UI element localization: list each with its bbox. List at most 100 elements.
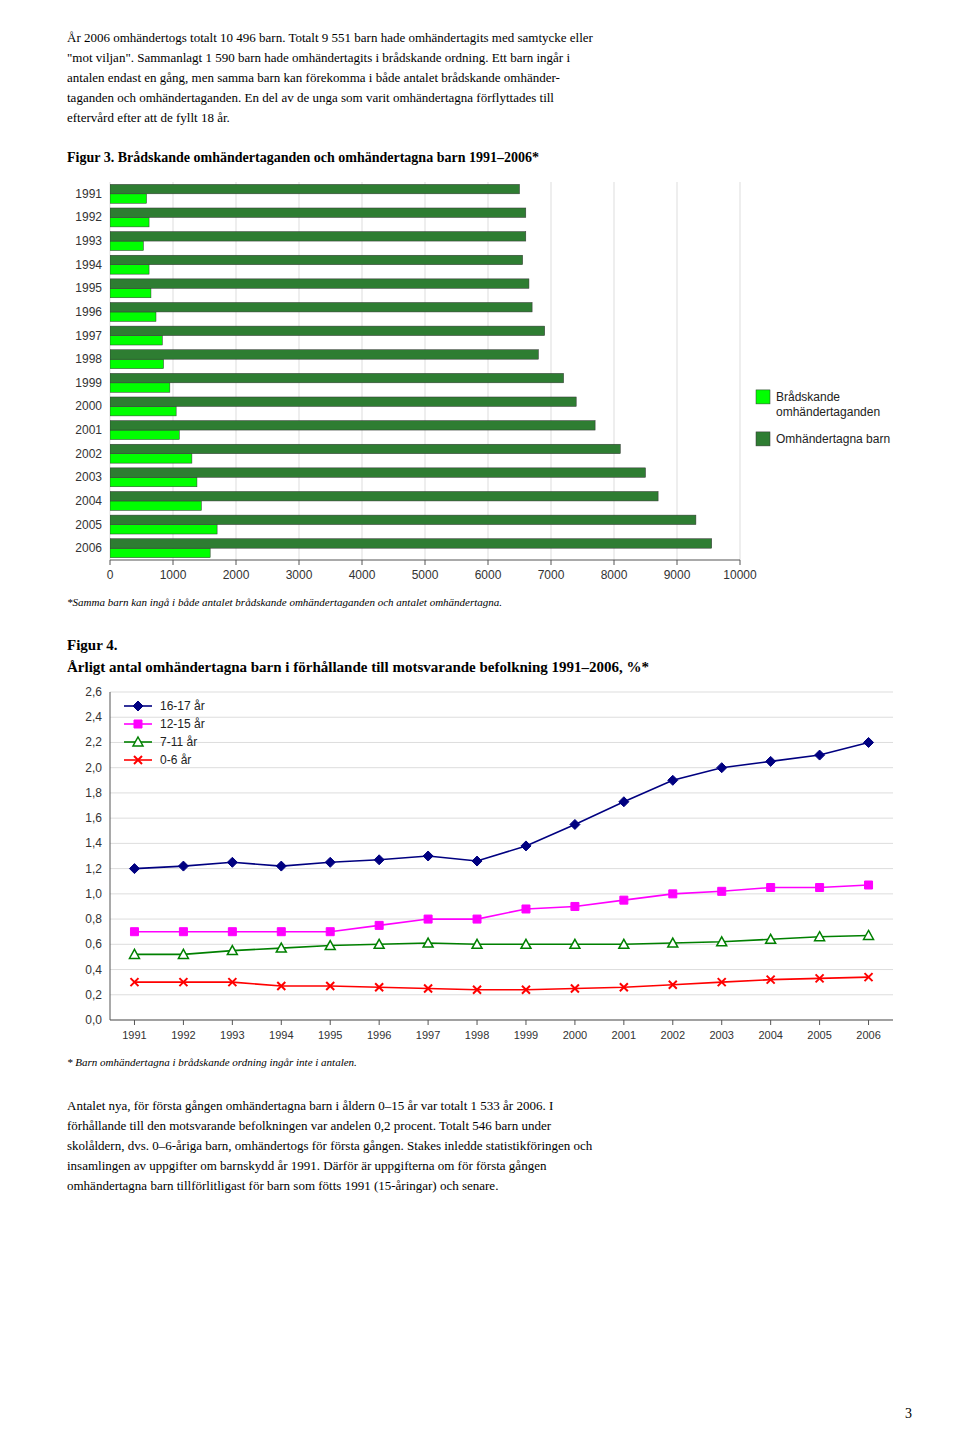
grid-line [110,692,893,693]
bar [110,491,658,500]
marker [424,915,432,923]
chart-title: Figur 4. [67,637,118,653]
page-number: 3 [905,1406,912,1421]
legend-swatch [756,432,770,446]
marker [718,978,726,986]
tick-mark [236,560,237,565]
legend-marker [133,701,143,711]
tick-label: 1995 [318,1029,342,1041]
marker [570,939,580,948]
chart-title: Figur 3. Brådskande omhändertaganden och… [67,150,539,165]
tick-label: 2000 [563,1029,587,1041]
line [134,885,868,932]
legend-label: Brådskandeomhändertaganden [776,390,880,419]
bar [110,279,529,288]
bar [110,421,595,430]
category-label: 1999 [75,376,102,390]
marker [228,978,236,986]
marker [816,884,824,892]
x-axis: 1991199219931994199519961997199819992000… [110,1020,893,1041]
legend-label: 0-6 år [160,753,191,767]
marker [227,946,237,955]
background [0,0,960,1440]
tick-label: 1999 [514,1029,538,1041]
bar [110,217,149,226]
legend-label: 12-15 år [160,717,205,731]
tick-mark [721,1020,722,1025]
tick-mark [614,560,615,565]
grid-line [110,843,893,844]
grid-line [110,868,893,869]
bar [110,383,170,392]
body-text: antalen endast en gång, men samma barn k… [67,70,560,85]
tick-mark [677,560,678,565]
marker [816,974,824,982]
bar [110,430,179,439]
bar [110,359,164,368]
bar [110,255,523,264]
tick-mark [183,1020,184,1025]
marker [571,984,579,992]
category-label: 2004 [75,494,102,508]
marker [472,856,482,866]
x-axis: 0100020003000400050006000700080009000100… [107,182,757,582]
bar [110,515,696,524]
tick-label: 2006 [856,1029,880,1041]
category-label: 2005 [75,518,102,532]
marker [571,902,579,910]
body-text: eftervård efter att de fyllt 18 år. [67,110,230,125]
marker [374,855,384,865]
bar [110,539,712,548]
tick-mark [362,560,363,565]
marker [570,819,580,829]
marker [619,797,629,807]
legend-marker [134,720,142,728]
tick-mark [525,1020,526,1025]
category-label: 1995 [75,281,102,295]
category-label: 1997 [75,329,102,343]
body-text: taganden och omhändertaganden. En del av… [67,90,554,105]
bar [110,336,162,345]
bar [110,548,210,557]
legend-marker [133,737,143,746]
tick-label: 1996 [367,1029,391,1041]
marker [472,939,482,948]
tick-mark [330,1020,331,1025]
legend-swatch [756,390,770,404]
marker [620,896,628,904]
tick-label: 2004 [758,1029,782,1041]
tick-mark [232,1020,233,1025]
chart-figure-3: Figur 3. Brådskande omhändertaganden och… [67,150,890,608]
bar [110,288,151,297]
category-label: 2003 [75,470,102,484]
tick-label: 6000 [475,568,502,582]
legend-label: Omhändertagna barn [776,432,890,446]
line [134,935,868,954]
marker [766,934,776,943]
body-text: omhändertagna barn tillförlitligast för … [67,1178,498,1193]
body-text: "mot viljan". Sammanlagt 1 590 barn hade… [67,50,570,65]
category-label: 1993 [75,234,102,248]
tick-label: 2,2 [85,735,102,749]
tick-label: 2005 [807,1029,831,1041]
marker [766,756,776,766]
marker [767,884,775,892]
grid-line [110,792,893,793]
tick-label: 2000 [223,568,250,582]
bar [110,326,545,335]
bar [110,312,156,321]
marker [276,861,286,871]
grid-line [740,182,741,560]
marker [865,973,873,981]
tick-label: 0 [107,568,114,582]
bar [110,241,143,250]
tick-label: 1,6 [85,811,102,825]
tick-label: 5000 [412,568,439,582]
tick-label: 9000 [664,568,691,582]
tick-label: 0,6 [85,937,102,951]
grid-line [110,717,893,718]
marker [717,937,727,946]
tick-label: 0,2 [85,988,102,1002]
tick-label: 2,6 [85,685,102,699]
line [134,742,868,868]
